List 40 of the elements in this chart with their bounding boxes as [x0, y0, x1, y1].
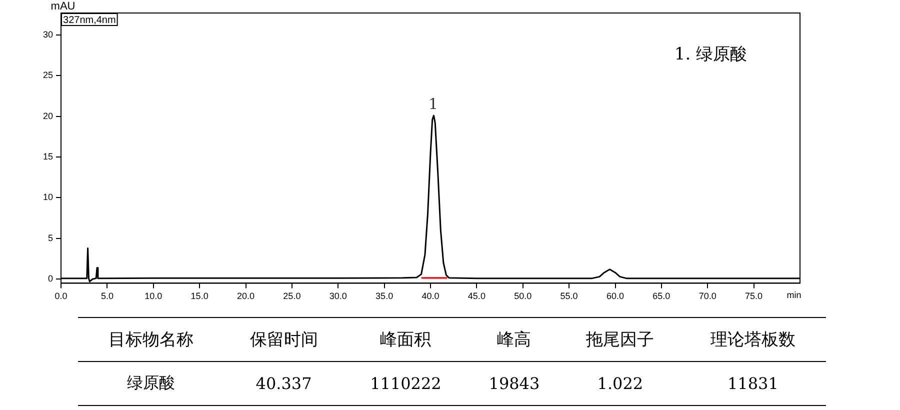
category-label: 峰面积: [379, 329, 432, 352]
x-tick-label: 30.0: [329, 291, 347, 302]
x-axis-title: min: [786, 290, 802, 300]
x-tick-label: 5.0: [100, 291, 114, 302]
text: 11831: [727, 374, 778, 393]
y-tick-label: 20: [42, 110, 54, 121]
x-tick-label: 20.0: [236, 291, 255, 302]
text: 绿原酸: [127, 373, 176, 392]
x-tick-label: 25.0: [283, 291, 301, 302]
x-tick-label: 60.0: [606, 291, 624, 302]
x-tick-label: 75.0: [745, 291, 763, 302]
x-tick-label: 40.0: [422, 291, 440, 302]
text: 19843: [488, 374, 540, 393]
category-label: 保留时间: [248, 329, 319, 352]
annotation: 327nm,4nm: [63, 14, 116, 26]
x-tick-label: 35.0: [376, 291, 394, 302]
category-label: 拖尾因子: [585, 329, 656, 352]
text: 1110222: [370, 374, 442, 393]
x-tick-label: 15.0: [190, 291, 208, 302]
x-tick-label: 65.0: [652, 291, 670, 302]
y-tick-label: 30: [42, 29, 54, 40]
category-label: 峰高: [496, 329, 532, 352]
y-axis-title: mAU: [50, 0, 76, 13]
text: 1.022: [597, 374, 644, 393]
category-label: 目标物名称: [108, 329, 195, 352]
y-tick-label: 25: [42, 70, 54, 80]
annotation: 1: [428, 94, 438, 113]
text: 40.337: [256, 374, 312, 393]
x-tick-label: 0.0: [54, 291, 68, 302]
x-tick-label: 50.0: [514, 291, 532, 302]
annotation: 1. 绿原酸: [674, 44, 747, 64]
x-tick-label: 55.0: [560, 291, 578, 302]
y-tick-label: 5: [48, 232, 54, 243]
y-tick-label: 0: [48, 274, 54, 284]
x-tick-label: 10.0: [144, 291, 162, 302]
x-tick-label: 45.0: [468, 291, 486, 302]
x-tick-label: 70.0: [698, 291, 716, 302]
y-tick-label: 15: [42, 152, 54, 162]
category-label: 理论塔板数: [709, 329, 796, 352]
y-tick-label: 10: [42, 192, 54, 202]
